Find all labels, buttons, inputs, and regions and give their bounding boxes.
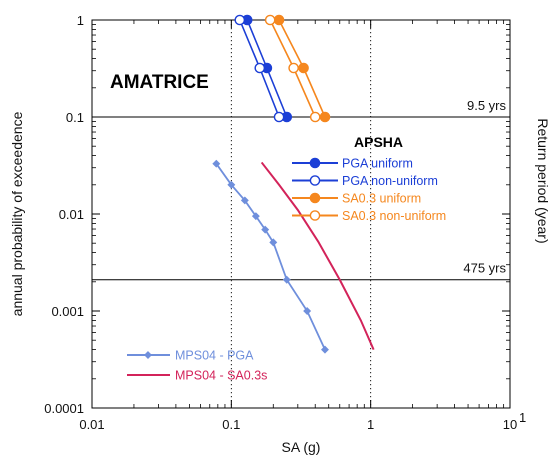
reference-line-label: 475 yrs: [463, 261, 506, 276]
x-tick-label: 10: [503, 417, 517, 432]
legend-entry-label: SA0.3 uniform: [342, 192, 421, 206]
data-point: [309, 157, 321, 169]
x-tick-label: 0.01: [79, 417, 104, 432]
series-sa0-3-non-uniform: [264, 14, 321, 123]
data-point: [309, 111, 321, 123]
legend-mps04: MPS04 - PGA MPS04 - SA0.3s: [127, 349, 267, 383]
data-point: [261, 225, 270, 234]
data-point: [303, 307, 312, 315]
data-point: [309, 210, 321, 221]
data-point: [319, 111, 331, 123]
y-tick-label: 0.001: [51, 304, 84, 319]
data-point: [144, 351, 152, 359]
data-point: [269, 238, 278, 247]
data-point: [309, 192, 321, 204]
data-point: [288, 62, 299, 74]
legend-entry-label: MPS04 - SA0.3s: [175, 369, 267, 383]
series-line: [215, 163, 326, 350]
secondary-y-axis-title: Return period (year): [535, 118, 551, 243]
y-tick-label: 0.0001: [44, 401, 84, 416]
data-point: [254, 62, 266, 74]
data-point: [309, 175, 321, 186]
data-point: [264, 14, 276, 26]
y-tick-label: 0.01: [59, 207, 84, 222]
legend-entry-label: MPS04 - PGA: [175, 349, 254, 363]
x-tick-superscript: 1: [519, 410, 526, 425]
data-point: [282, 275, 291, 284]
data-point: [227, 180, 236, 189]
y-axis-title: annual probability of exceedence: [9, 111, 25, 316]
data-point: [240, 196, 249, 205]
series-pga-non-uniform: [234, 14, 285, 123]
legend-title: APSHA: [354, 134, 403, 150]
data-point: [321, 345, 329, 354]
reference-line-label: 9.5 yrs: [467, 98, 507, 113]
data-point: [212, 159, 221, 168]
series-line: [260, 161, 375, 351]
x-tick-label: 0.1: [222, 417, 240, 432]
data-point: [273, 111, 285, 123]
legend-entry-label: PGA uniform: [342, 157, 413, 171]
legend-entry-label: SA0.3 non-uniform: [342, 209, 446, 223]
series-pga-uniform: [241, 14, 293, 123]
legend-apsha: APSHA PGA uniform PGA non-uniform SA0.3 uni…: [292, 134, 446, 223]
legend-entry-label: PGA non-uniform: [342, 174, 438, 188]
series-mps04-pga: [212, 159, 329, 354]
x-axis-title: SA (g): [282, 439, 321, 455]
data-point: [273, 14, 285, 26]
series-sa0-3-uniform: [273, 14, 331, 123]
y-tick-label: 1: [77, 13, 84, 28]
chart-title: AMATRICE: [110, 72, 209, 93]
x-tick-label: 1: [367, 417, 374, 432]
series-mps04-sa0-3s: [260, 161, 375, 351]
data-point: [234, 14, 246, 26]
y-tick-label: 0.1: [66, 110, 84, 125]
data-point: [298, 62, 309, 74]
data-point: [251, 212, 260, 221]
